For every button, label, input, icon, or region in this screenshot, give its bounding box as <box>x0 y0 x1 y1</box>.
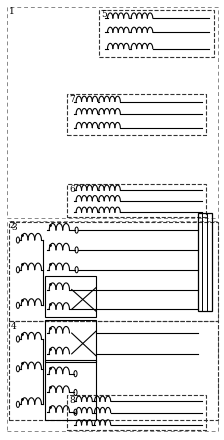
Text: 7: 7 <box>69 95 75 103</box>
Bar <box>9 222 218 321</box>
Bar <box>45 320 96 362</box>
Bar <box>67 395 206 430</box>
Bar <box>7 221 218 431</box>
Bar <box>9 321 218 420</box>
Text: 8: 8 <box>69 396 75 404</box>
Text: 4: 4 <box>11 322 17 331</box>
Text: 5: 5 <box>101 10 107 19</box>
Bar <box>99 10 214 57</box>
Bar <box>45 276 96 317</box>
Bar <box>198 213 212 312</box>
Bar <box>67 94 206 135</box>
Text: 3: 3 <box>11 223 17 232</box>
Bar <box>67 184 206 217</box>
Text: 1: 1 <box>9 7 15 16</box>
Text: 2: 2 <box>9 221 15 230</box>
Bar <box>45 360 96 420</box>
Bar <box>7 7 218 218</box>
Text: 6: 6 <box>69 185 75 194</box>
